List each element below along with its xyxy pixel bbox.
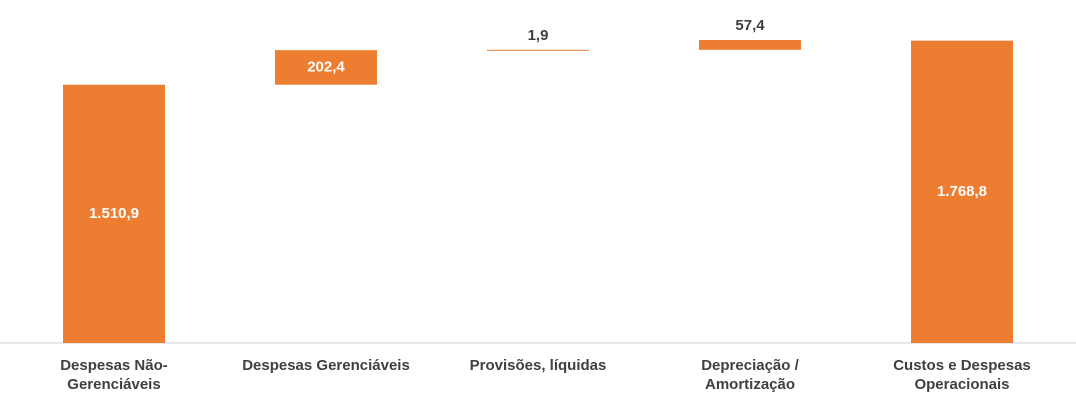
bar bbox=[275, 50, 377, 85]
value-label: 202,4 bbox=[307, 58, 345, 75]
category-label: Custos e Despesas Operacionais bbox=[893, 357, 1031, 393]
value-label: 57,4 bbox=[735, 17, 765, 34]
category-label: Provisões, líquidas bbox=[469, 357, 607, 374]
category-label: Despesas Gerenciáveis bbox=[242, 357, 410, 374]
category-label: Despesas Não-Gerenciáveis bbox=[60, 357, 168, 393]
bar bbox=[487, 49, 589, 51]
value-label: 1.768,8 bbox=[937, 183, 987, 200]
bar bbox=[699, 40, 801, 50]
value-label: 1.510,9 bbox=[89, 205, 139, 222]
category-label: Depreciação / Amortização bbox=[701, 357, 799, 393]
bar bbox=[63, 84, 165, 344]
value-label: 1,9 bbox=[528, 27, 549, 44]
bar bbox=[911, 40, 1013, 343]
